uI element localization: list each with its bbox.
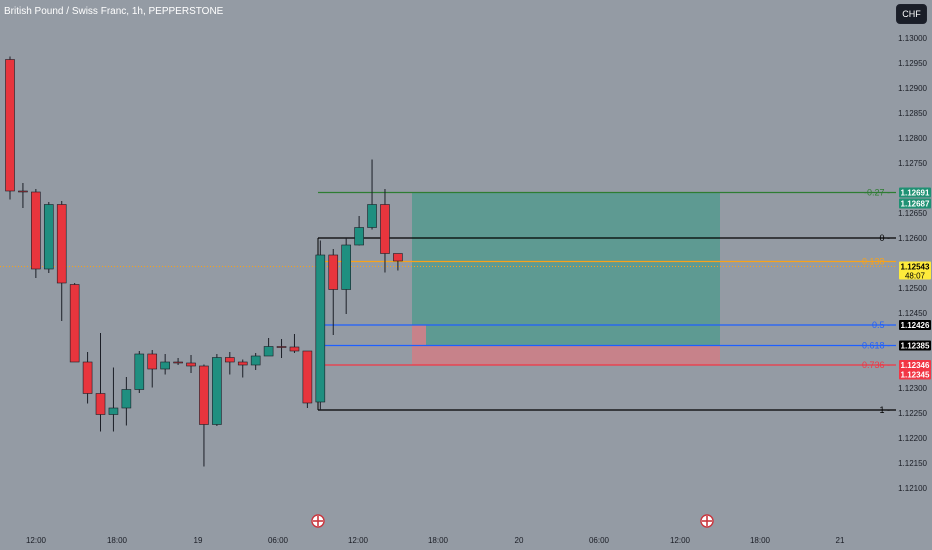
price-marker[interactable] <box>899 340 931 351</box>
fib-level-label: 0.736 - <box>862 360 890 370</box>
candle[interactable] <box>82 361 93 394</box>
price-marker-label: 1.12543 <box>901 263 930 272</box>
y-tick-label: 1.12200 <box>898 434 927 443</box>
y-tick-label: 1.12450 <box>898 309 927 318</box>
candle[interactable] <box>56 204 67 284</box>
y-tick-label: 1.12750 <box>898 159 927 168</box>
candle[interactable] <box>393 253 403 262</box>
price-marker[interactable] <box>899 261 931 280</box>
candle[interactable] <box>31 191 41 270</box>
profit-zone-edge <box>412 192 426 325</box>
countdown-label: 48:07 <box>905 272 926 281</box>
y-tick-label: 1.12150 <box>898 459 927 468</box>
candle[interactable] <box>289 346 300 352</box>
x-tick-label: 20 <box>515 536 524 545</box>
price-marker[interactable] <box>899 320 931 330</box>
y-tick-label: 1.12950 <box>898 59 927 68</box>
candle[interactable] <box>5 59 15 192</box>
x-tick-label: 06:00 <box>589 536 610 545</box>
fib-level-label: -0.27 - <box>864 188 890 198</box>
y-tick-label: 1.12900 <box>898 84 927 93</box>
candle[interactable] <box>147 353 158 370</box>
candle[interactable] <box>160 361 170 370</box>
x-tick-label: 12:00 <box>26 536 47 545</box>
y-tick-label: 1.12100 <box>898 484 927 493</box>
candle[interactable] <box>212 357 222 425</box>
y-tick-label: 1.12850 <box>898 109 927 118</box>
loss-zone[interactable] <box>412 345 720 366</box>
candle[interactable] <box>380 204 390 254</box>
candle[interactable] <box>95 393 106 415</box>
candle[interactable] <box>341 244 351 290</box>
candle[interactable] <box>250 355 261 366</box>
x-tick-label: 19 <box>194 536 203 545</box>
price-marker[interactable] <box>899 369 931 380</box>
y-tick-label: 1.12800 <box>898 134 927 143</box>
candle[interactable] <box>18 190 28 193</box>
fib-level-label: 1 - <box>879 405 890 415</box>
x-tick-label: 06:00 <box>268 536 289 545</box>
candle[interactable] <box>315 254 326 403</box>
candle[interactable] <box>354 227 364 246</box>
candle[interactable] <box>367 204 377 228</box>
price-marker-label: 1.12687 <box>901 200 930 209</box>
fib-level-label: 0 - <box>879 233 890 243</box>
loss-zone-edge <box>412 325 426 346</box>
candle[interactable] <box>199 365 209 425</box>
y-tick-label: 1.13000 <box>898 34 927 43</box>
price-marker[interactable] <box>899 187 931 198</box>
candle[interactable] <box>43 204 54 270</box>
price-marker-label: 1.12345 <box>901 371 930 380</box>
price-marker-label: 1.12385 <box>901 342 930 351</box>
x-tick-label: 12:00 <box>348 536 369 545</box>
price-marker[interactable] <box>899 360 931 370</box>
price-marker-label: 1.12426 <box>901 321 930 330</box>
price-marker[interactable] <box>899 198 931 209</box>
price-marker-label: 1.12346 <box>901 361 930 370</box>
x-tick-label: 18:00 <box>107 536 128 545</box>
candle[interactable] <box>237 361 248 366</box>
fib-level-label: 0.618 - <box>862 341 890 351</box>
x-tick-label: 21 <box>836 536 845 545</box>
candle[interactable] <box>69 284 80 363</box>
y-tick-label: 1.12250 <box>898 409 927 418</box>
x-tick-label: 18:00 <box>428 536 449 545</box>
candle[interactable] <box>108 407 119 415</box>
candle[interactable] <box>302 350 313 404</box>
candle[interactable] <box>186 362 196 367</box>
chart-title: British Pound / Swiss Franc, 1h, PEPPERS… <box>4 6 224 17</box>
currency-button[interactable]: CHF <box>896 4 927 24</box>
x-tick-label: 18:00 <box>750 536 771 545</box>
y-tick-label: 1.12650 <box>898 209 927 218</box>
candle[interactable] <box>263 346 274 357</box>
y-tick-label: 1.12600 <box>898 234 927 243</box>
candle[interactable] <box>173 361 183 364</box>
y-tick-label: 1.12300 <box>898 384 927 393</box>
candle[interactable] <box>276 346 287 348</box>
profit-zone[interactable] <box>426 192 720 346</box>
candle[interactable] <box>121 389 132 409</box>
x-tick-label: 12:00 <box>670 536 691 545</box>
price-marker-label: 1.12691 <box>901 189 930 198</box>
fib-level-label: 0.5 - <box>872 320 890 330</box>
candle[interactable] <box>134 353 145 390</box>
candle[interactable] <box>328 254 339 290</box>
candle[interactable] <box>225 357 235 363</box>
fib-level-label: 0.138 - <box>862 257 890 267</box>
y-tick-label: 1.12500 <box>898 284 927 293</box>
